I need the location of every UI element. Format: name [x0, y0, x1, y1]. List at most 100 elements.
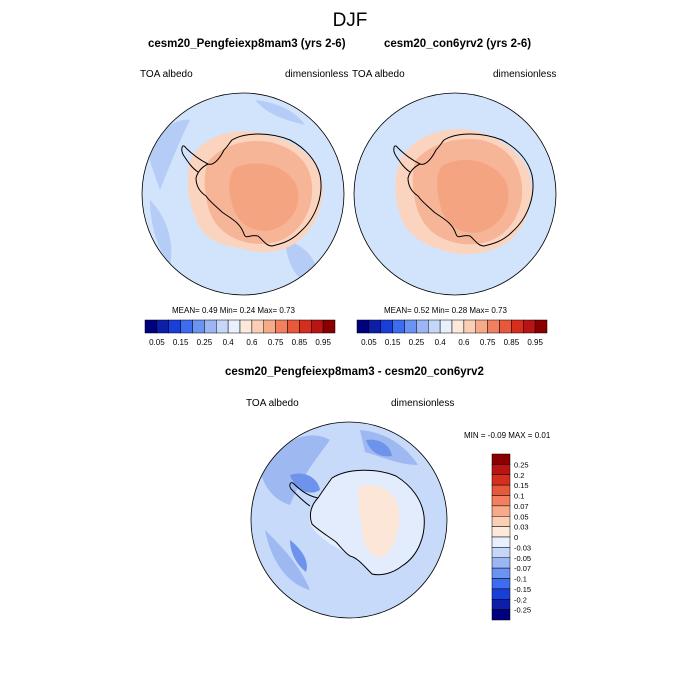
- colorbar-tick-label: -0.03: [514, 543, 531, 552]
- panel1-map-border: [141, 92, 345, 296]
- panel2-ice-core: [437, 159, 509, 233]
- panel1-variable-label: TOA albedo: [140, 69, 193, 80]
- colorbar-swatch: [192, 319, 205, 334]
- colorbar-swatch: [511, 319, 524, 334]
- colorbar-swatch: [204, 319, 217, 334]
- panel2-colorbar: 0.05 0.15 0.25 0.4 0.6 0.75 0.85 0.95: [356, 319, 548, 347]
- colorbar-swatch: [404, 319, 417, 334]
- colorbar-swatch: [311, 319, 324, 334]
- panel1-ice-core: [229, 163, 299, 231]
- panel3-diff-patch: [360, 430, 418, 465]
- panel1-title: cesm20_Pengfeiexp8mam3 (yrs 2-6): [148, 38, 346, 50]
- colorbar-swatch: [491, 567, 511, 579]
- colorbar-swatch: [534, 319, 548, 334]
- colorbar-tick-label: 0.4: [223, 338, 235, 347]
- panel3-diff-patch: [366, 439, 392, 457]
- colorbar-swatch: [380, 319, 393, 334]
- colorbar-swatch: [451, 319, 465, 334]
- panel2-stats: MEAN= 0.52 Min= 0.28 Max= 0.73: [384, 306, 507, 315]
- colorbar-tick-label: 0.15: [385, 338, 401, 347]
- colorbar-swatch: [275, 319, 288, 334]
- panel3-diff-patch: [290, 473, 320, 493]
- colorbar-swatch: [523, 319, 536, 334]
- panel1-colorbar: 0.05 0.15 0.25 0.4 0.6 0.75 0.85 0.95: [144, 319, 336, 347]
- panel2-peninsula-coast: [393, 145, 421, 173]
- colorbar-swatch: [491, 505, 511, 517]
- panel3-stats: MIN = -0.09 MAX = 0.01: [464, 431, 551, 440]
- colorbar-swatch: [491, 484, 511, 496]
- colorbar-swatch: [491, 578, 511, 590]
- colorbar-tick-label: -0.1: [514, 575, 527, 584]
- colorbar-tick-label: -0.07: [514, 564, 531, 573]
- colorbar-swatch: [299, 319, 312, 334]
- colorbar-tick-label: 0.75: [480, 338, 496, 347]
- panel3-coastline: [309, 469, 425, 576]
- colorbar-tick-label: -0.25: [514, 606, 531, 615]
- colorbar-tick-label: 0.15: [514, 481, 529, 490]
- colorbar-swatch: [491, 453, 511, 465]
- colorbar-swatch: [263, 319, 276, 334]
- panel3-map-border: [250, 421, 448, 619]
- colorbar-swatch: [392, 319, 405, 334]
- colorbar-swatch: [239, 319, 253, 334]
- colorbar-swatch: [168, 319, 181, 334]
- colorbar-swatch: [491, 495, 511, 507]
- colorbar-tick-label: 0.95: [527, 338, 543, 347]
- colorbar-swatch: [499, 319, 512, 334]
- colorbar-swatch: [439, 319, 453, 334]
- panel2-units-label: dimensionless: [493, 69, 557, 80]
- colorbar-tick-label: 0.07: [514, 502, 529, 511]
- colorbar-swatch: [491, 599, 511, 610]
- colorbar-tick-label: 0.25: [197, 338, 213, 347]
- colorbar-tick-label: 0.05: [149, 338, 165, 347]
- colorbar-swatch: [491, 588, 511, 600]
- panel3-title: cesm20_Pengfeiexp8mam3 - cesm20_con6yrv2: [225, 366, 484, 378]
- colorbar-tick-label: 0.85: [292, 338, 308, 347]
- colorbar-swatch: [287, 319, 300, 334]
- colorbar-tick-label: 0.05: [514, 512, 529, 521]
- colorbar-swatch: [144, 319, 158, 334]
- panel1-ocean-patch: [255, 100, 305, 125]
- colorbar-tick-label: 0.03: [514, 523, 529, 532]
- colorbar-tick-label: 0.6: [458, 338, 470, 347]
- panel1-peninsula-coast: [181, 145, 209, 173]
- panel3-warm-patch: [358, 484, 400, 557]
- colorbar-swatch: [491, 557, 511, 569]
- colorbar-swatch: [216, 319, 229, 334]
- panel2-map: [353, 92, 557, 296]
- colorbar-swatch: [322, 319, 336, 334]
- colorbar-swatch: [491, 547, 511, 558]
- panel1-units-label: dimensionless: [285, 69, 349, 80]
- colorbar-swatch: [156, 319, 169, 334]
- panel1-map: [141, 92, 345, 296]
- colorbar-swatch: [487, 319, 500, 334]
- colorbar-swatch: [491, 536, 511, 548]
- colorbar-swatch: [368, 319, 381, 334]
- colorbar-swatch: [251, 319, 264, 334]
- colorbar-swatch: [416, 319, 429, 334]
- page-title: DJF: [332, 10, 368, 31]
- panel3-units-label: dimensionless: [391, 398, 455, 409]
- colorbar-tick-label: 0.2: [514, 471, 524, 480]
- colorbar-swatch: [227, 319, 241, 334]
- colorbar-tick-label: 0.75: [268, 338, 284, 347]
- panel3-peninsula-coast: [289, 482, 319, 507]
- panel2-title: cesm20_con6yrv2 (yrs 2-6): [384, 38, 532, 50]
- colorbar-tick-label: 0.85: [504, 338, 520, 347]
- colorbar-tick-label: -0.15: [514, 585, 531, 594]
- colorbar-swatch: [428, 319, 441, 334]
- colorbar-tick-label: 0: [514, 533, 518, 542]
- colorbar-tick-label: 0.05: [361, 338, 377, 347]
- colorbar-swatch: [491, 609, 511, 621]
- colorbar-tick-label: 0.4: [435, 338, 447, 347]
- colorbar-tick-label: 0.15: [173, 338, 189, 347]
- colorbar-swatch: [475, 319, 488, 334]
- panel3-map: [250, 421, 448, 619]
- colorbar-swatch: [463, 319, 476, 334]
- colorbar-tick-label: -0.2: [514, 595, 527, 604]
- colorbar-swatch: [491, 474, 511, 486]
- colorbar-tick-label: -0.05: [514, 554, 531, 563]
- panel3-diff-patch: [265, 530, 310, 590]
- colorbar-tick-label: 0.6: [246, 338, 258, 347]
